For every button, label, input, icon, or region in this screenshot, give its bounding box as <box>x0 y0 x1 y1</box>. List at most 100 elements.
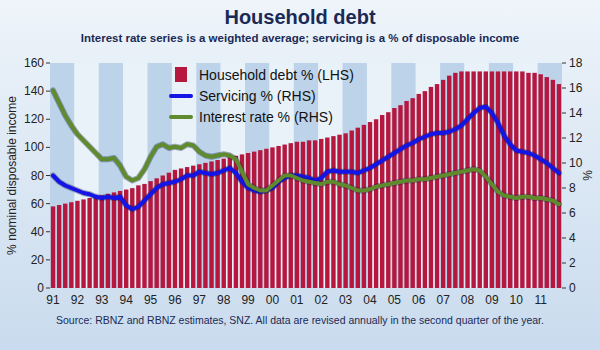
y2-tick-label: 6 <box>569 206 576 220</box>
bar <box>502 71 506 288</box>
legend-label: Interest rate % (RHS) <box>199 109 333 125</box>
y-axis-label: % nominal disposable income <box>5 96 19 255</box>
bar <box>161 176 165 289</box>
y-tick-label: 120 <box>24 112 44 126</box>
bar <box>368 122 372 288</box>
bar <box>246 153 250 288</box>
legend-label: Household debt % (LHS) <box>199 67 354 83</box>
y-tick <box>46 203 50 204</box>
bar <box>228 157 232 288</box>
bar <box>331 136 335 288</box>
line-shadow <box>53 107 559 210</box>
bar <box>514 71 518 288</box>
bar <box>69 202 73 288</box>
bar <box>276 146 280 288</box>
bar <box>154 178 158 288</box>
axes: 0204060801001201401600246810121416189192… <box>24 56 583 307</box>
bar <box>75 201 79 288</box>
x-tick-label: 98 <box>217 293 231 307</box>
bar <box>447 76 451 288</box>
bar <box>410 98 414 288</box>
x-tick-label: 93 <box>95 293 109 307</box>
bar <box>398 105 402 288</box>
y2-tick <box>562 238 566 239</box>
line-shadow <box>53 91 559 205</box>
x-tick-label: 02 <box>315 293 329 307</box>
bar <box>130 188 134 288</box>
y2-tick <box>562 113 566 114</box>
y-tick-label: 100 <box>24 140 44 154</box>
bar <box>386 112 390 288</box>
bar <box>313 140 317 288</box>
y-tick-label: 40 <box>31 225 45 239</box>
bar <box>435 84 439 288</box>
y2-tick <box>562 138 566 139</box>
y2-tick-label: 10 <box>569 156 583 170</box>
bar <box>441 80 445 288</box>
x-tick-label: 94 <box>120 293 134 307</box>
y2-tick <box>562 188 566 189</box>
bar <box>380 115 384 288</box>
bar <box>526 73 530 288</box>
chart: Household debtInterest rate series is a … <box>0 0 600 350</box>
bar <box>197 164 201 288</box>
subtitle: Interest rate series is a weighted avera… <box>81 32 519 44</box>
bar <box>112 192 116 288</box>
bar <box>404 101 408 288</box>
y-tick-label: 0 <box>37 281 44 295</box>
bar <box>167 173 171 288</box>
bar <box>209 161 213 288</box>
x-tick-label: 11 <box>534 293 547 307</box>
bar <box>478 71 482 288</box>
bar <box>94 197 98 288</box>
year-band <box>343 63 367 288</box>
y-tick-label: 80 <box>31 169 45 183</box>
y2-tick-label: 18 <box>569 56 583 70</box>
bar <box>508 71 512 288</box>
bar <box>57 205 61 288</box>
x-tick-label: 96 <box>168 293 182 307</box>
bar <box>343 133 347 288</box>
x-tick-label: 05 <box>388 293 402 307</box>
legend-swatch <box>171 115 191 119</box>
y-tick-label: 140 <box>24 84 44 98</box>
x-tick-label: 07 <box>436 293 450 307</box>
y2-tick-label: 14 <box>569 106 583 120</box>
y-tick <box>46 175 50 176</box>
bar <box>63 204 67 288</box>
bar <box>392 108 396 288</box>
x-tick-label: 03 <box>339 293 353 307</box>
bar <box>100 195 104 288</box>
x-tick-label: 08 <box>461 293 475 307</box>
bar <box>362 125 366 288</box>
y-tick <box>46 259 50 260</box>
bar <box>173 170 177 288</box>
bar <box>289 143 293 288</box>
year-band <box>391 63 415 288</box>
bar <box>356 128 360 288</box>
bar <box>557 84 561 288</box>
bar <box>301 142 305 288</box>
bar <box>282 145 286 288</box>
bar <box>417 94 421 288</box>
y-tick-label: 60 <box>31 197 45 211</box>
bar <box>106 194 110 288</box>
year-band <box>367 63 391 288</box>
bar <box>374 119 378 288</box>
x-tick-label: 09 <box>485 293 499 307</box>
y2-tick-label: 8 <box>569 181 576 195</box>
y2-tick <box>562 213 566 214</box>
bar <box>545 77 549 288</box>
bar <box>215 160 219 288</box>
y2-tick <box>562 288 566 289</box>
bar <box>295 142 299 288</box>
x-tick-label: 95 <box>144 293 158 307</box>
y2-axis-label: % <box>581 170 595 181</box>
y2-tick <box>562 263 566 264</box>
bar <box>471 71 475 288</box>
line <box>53 91 559 205</box>
y-tick-label: 160 <box>24 56 44 70</box>
bar <box>51 206 55 288</box>
bar <box>118 191 122 288</box>
bar <box>551 80 555 288</box>
